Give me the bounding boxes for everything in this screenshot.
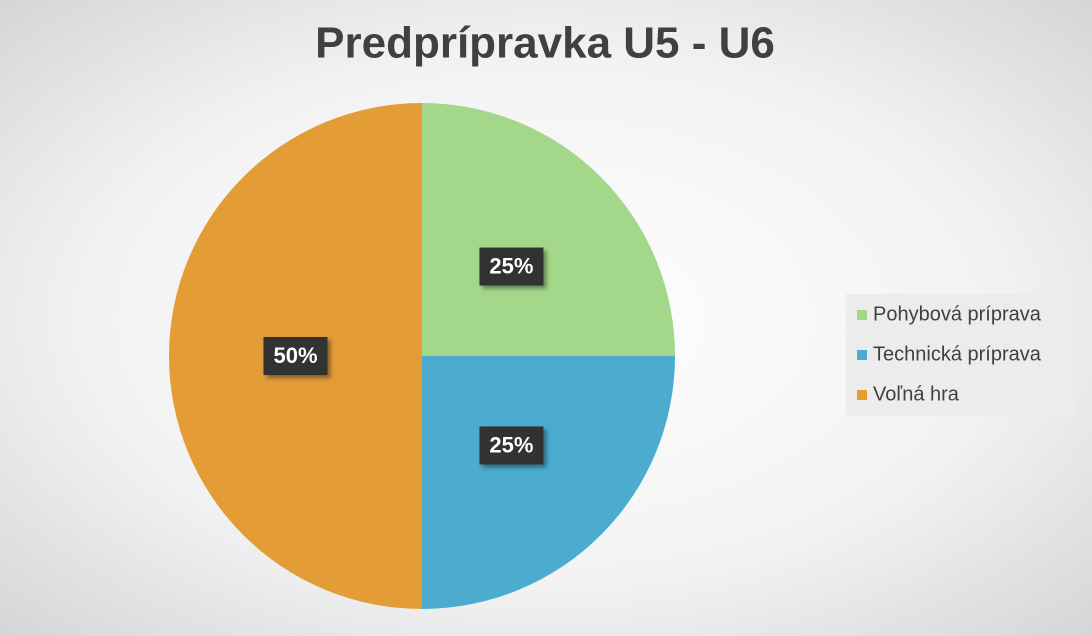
legend-swatch [857,390,867,400]
legend-swatch [857,350,867,360]
data-label-box [479,247,544,286]
chart-title: Predprípravka U5 - U6 [315,19,775,68]
data-label-box [479,426,544,465]
pie-slice [422,356,675,609]
data-label: 50% [273,343,317,368]
data-label: 25% [489,253,533,278]
pie-slice [422,103,675,356]
legend-label: Technická príprava [873,343,1042,365]
legend-label: Pohybová príprava [873,303,1042,325]
legend-label: Voľná hra [873,383,960,405]
legend-swatch [857,310,867,320]
legend-box [846,294,1078,416]
data-label: 25% [489,432,533,457]
data-label-box [263,337,328,375]
